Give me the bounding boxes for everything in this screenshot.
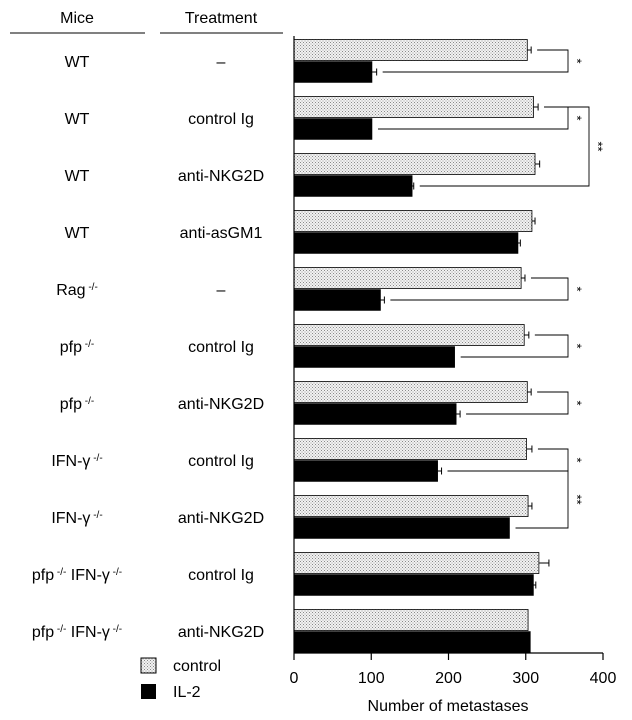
mice-label-2: WT xyxy=(65,168,90,185)
significance-layer: ********** xyxy=(378,49,606,529)
treatment-label-1: control Ig xyxy=(188,111,254,128)
bars-layer xyxy=(293,39,540,653)
mice-label-10: pfp -/- IFN-γ -/- xyxy=(32,624,122,642)
bar-ctrl-1 xyxy=(293,96,534,118)
mice-label-0: WT xyxy=(65,54,90,71)
significance-bracket-5 xyxy=(466,391,569,415)
error-bars-layer xyxy=(372,46,550,589)
mice-column-header: Mice xyxy=(60,10,94,27)
x-tick-label-0: 0 xyxy=(290,670,299,687)
significance-bracket-2 xyxy=(419,106,590,187)
legend-label-control: control xyxy=(173,658,221,675)
treatment-label-8: anti-NKG2D xyxy=(178,510,264,527)
mice-label-1: WT xyxy=(65,111,90,128)
bar-ctrl-9 xyxy=(293,552,540,574)
bar-il2-9 xyxy=(293,574,534,596)
bar-ctrl-4 xyxy=(293,267,522,289)
treatment-label-10: anti-NKG2D xyxy=(178,624,264,641)
bar-il2-5 xyxy=(293,346,455,368)
treatment-label-7: control Ig xyxy=(188,453,254,470)
bar-ctrl-0 xyxy=(293,39,528,61)
legend-swatch-il2 xyxy=(141,684,156,699)
bar-il2-4 xyxy=(293,289,381,311)
bar-ctrl-10 xyxy=(293,609,529,631)
x-ticks-layer: 0 100 200 300 400 xyxy=(290,653,617,687)
significance-mark-6: * xyxy=(570,457,585,462)
legend: control IL-2 xyxy=(140,657,221,701)
bar-ctrl-2 xyxy=(293,153,536,175)
x-axis-label: Number of metastases xyxy=(368,698,529,715)
bar-il2-1 xyxy=(293,118,373,140)
significance-mark-7: ** xyxy=(570,494,585,504)
legend-label-il2: IL-2 xyxy=(173,684,201,701)
treatment-label-5: control Ig xyxy=(188,339,254,356)
bar-il2-2 xyxy=(293,175,413,197)
legend-swatch-control xyxy=(140,657,157,674)
bar-ctrl-3 xyxy=(293,210,533,232)
treatment-label-4: – xyxy=(217,282,226,299)
treatment-label-2: anti-NKG2D xyxy=(178,168,264,185)
significance-bracket-4 xyxy=(460,334,569,358)
significance-bracket-7 xyxy=(447,470,569,529)
significance-bracket-3 xyxy=(390,277,569,301)
significance-mark-5: * xyxy=(570,400,585,405)
mice-label-3: WT xyxy=(65,225,90,242)
mice-label-5: pfp -/- xyxy=(60,339,94,357)
mice-label-6: pfp -/- xyxy=(60,396,94,414)
mice-label-4: Rag -/- xyxy=(56,282,98,300)
bar-il2-10 xyxy=(293,631,531,653)
bar-ctrl-7 xyxy=(293,438,527,460)
treatment-label-3: anti-asGM1 xyxy=(180,225,263,242)
treatment-label-0: – xyxy=(217,54,226,71)
significance-mark-1: * xyxy=(570,115,585,120)
x-tick-label-3: 300 xyxy=(512,670,539,687)
treatment-label-6: anti-NKG2D xyxy=(178,396,264,413)
significance-mark-0: * xyxy=(570,58,585,63)
bar-il2-7 xyxy=(293,460,438,482)
significance-mark-2: ** xyxy=(591,141,606,151)
bar-ctrl-5 xyxy=(293,324,525,346)
mice-label-7: IFN-γ -/- xyxy=(51,453,102,471)
x-tick-label-4: 400 xyxy=(590,670,617,687)
significance-bracket-0 xyxy=(382,49,569,73)
row-labels-layer: WT – WT control Ig WT anti-NKG2D WT anti-asGM1 R… xyxy=(32,54,264,641)
treatment-label-9: control Ig xyxy=(188,567,254,584)
significance-mark-4: * xyxy=(570,343,585,348)
treatment-column-header: Treatment xyxy=(185,10,258,27)
bar-il2-3 xyxy=(293,232,519,254)
bar-ctrl-8 xyxy=(293,495,529,517)
significance-mark-3: * xyxy=(570,286,585,291)
bar-il2-8 xyxy=(293,517,510,539)
mice-label-8: IFN-γ -/- xyxy=(51,510,102,528)
bar-il2-6 xyxy=(293,403,457,425)
bar-ctrl-6 xyxy=(293,381,528,403)
bar-il2-0 xyxy=(293,61,373,83)
x-tick-label-2: 200 xyxy=(435,670,462,687)
mice-label-9: pfp -/- IFN-γ -/- xyxy=(32,567,122,585)
x-tick-label-1: 100 xyxy=(358,670,385,687)
